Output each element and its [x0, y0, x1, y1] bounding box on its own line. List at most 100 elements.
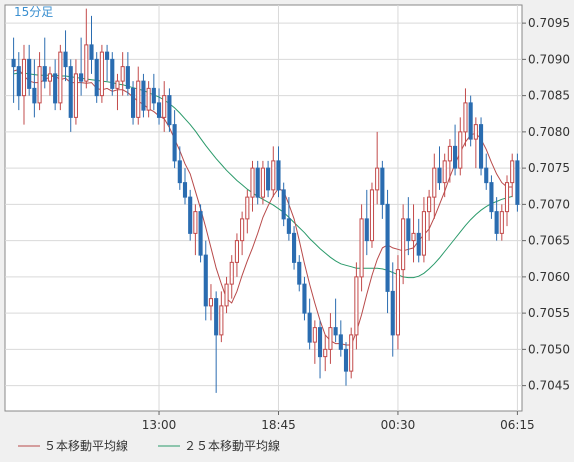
candle-up: [21, 58, 27, 97]
timeframe-label: 15分足: [14, 5, 53, 19]
candle-down: [203, 254, 208, 307]
candle-down: [198, 211, 203, 256]
candle-up: [208, 298, 214, 307]
candle-down: [453, 145, 458, 169]
legend: ５本移動平均線 ２５本移動平均線: [18, 438, 280, 453]
candle-down: [94, 58, 99, 97]
candle-down: [385, 203, 390, 292]
plot-area: [4, 4, 523, 412]
candle-down: [151, 87, 156, 104]
candle-down: [63, 51, 68, 68]
candle-up: [510, 160, 515, 184]
candle-down: [297, 261, 302, 285]
y-tick-label: 0.7095: [528, 16, 570, 30]
candle-up: [504, 182, 510, 213]
candle-up: [328, 327, 333, 350]
x-tick-label: 00:30: [381, 418, 416, 432]
candle-up: [193, 211, 198, 234]
candle-down: [380, 167, 385, 205]
candle-down: [437, 167, 442, 184]
candle-down: [177, 160, 182, 184]
candle-up: [427, 196, 432, 213]
candle-down: [27, 58, 32, 89]
y-tick-label: 0.7045: [528, 379, 570, 393]
candle-down: [281, 189, 286, 220]
y-tick-label: 0.7085: [528, 89, 570, 103]
candle-down: [32, 87, 37, 104]
candle-up: [245, 196, 250, 220]
candle-down: [416, 232, 421, 256]
y-axis-ticks: 0.7095 0.7090 0.7085 0.7080 0.7075 0.7070 0.70…: [522, 16, 570, 393]
x-axis-ticks: 13:00 18:45 00:30 06:15: [142, 411, 535, 432]
candle-down: [141, 80, 146, 111]
candles: [11, 8, 520, 393]
candle-down: [110, 58, 115, 89]
candle-up: [395, 269, 401, 336]
candle-down: [484, 167, 489, 184]
candle-up: [369, 189, 375, 242]
candle-up: [323, 348, 328, 358]
candle-up: [349, 334, 354, 372]
y-tick-label: 0.7050: [528, 342, 570, 356]
candle-down: [494, 211, 499, 234]
candle-up: [219, 305, 224, 336]
candle-down: [11, 58, 16, 68]
candle-up: [47, 73, 53, 82]
candle-down: [333, 327, 338, 336]
x-tick-label: 13:00: [142, 418, 177, 432]
candle-down: [364, 218, 369, 242]
candle-down: [276, 160, 281, 191]
legend-ma5-label: ５本移動平均線: [44, 438, 128, 453]
candle-up: [234, 240, 239, 263]
y-tick-label: 0.7080: [528, 125, 570, 139]
candle-down: [53, 73, 58, 104]
candle-down: [390, 290, 395, 336]
candle-down: [468, 102, 473, 140]
candle-up: [115, 80, 120, 89]
candle-down: [182, 182, 188, 198]
candle-up: [162, 95, 167, 118]
candle-down: [16, 66, 21, 97]
candle-down: [478, 124, 484, 169]
candle-up: [312, 327, 317, 343]
candle-up: [224, 283, 229, 307]
candle-down: [79, 73, 84, 82]
candle-up: [458, 131, 463, 169]
y-tick-label: 0.7075: [528, 161, 570, 175]
candle-down: [255, 167, 260, 198]
candle-up: [73, 73, 78, 118]
candle-down: [343, 348, 349, 372]
candle-down: [489, 182, 494, 213]
y-tick-label: 0.7090: [528, 52, 570, 66]
candle-down: [338, 334, 343, 350]
candle-up: [120, 66, 125, 82]
candle-up: [260, 167, 265, 198]
candle-down: [214, 298, 219, 336]
candle-down: [105, 51, 110, 60]
candle-down: [125, 66, 130, 89]
candle-down: [188, 196, 193, 234]
candle-up: [240, 218, 245, 242]
candle-down: [156, 102, 162, 118]
x-tick-label: 18:45: [261, 418, 296, 432]
candle-down: [317, 327, 323, 358]
candle-up: [229, 261, 234, 285]
candle-up: [146, 87, 151, 111]
candle-down: [302, 283, 307, 314]
candle-down: [292, 232, 297, 263]
candle-down: [89, 44, 94, 60]
candle-up: [250, 167, 255, 198]
candle-up: [375, 167, 380, 191]
candle-down: [68, 66, 73, 118]
y-tick-label: 0.7065: [528, 234, 570, 248]
candle-up: [37, 66, 42, 104]
candle-down: [42, 66, 47, 82]
candle-down: [307, 312, 312, 343]
candle-up: [447, 145, 452, 162]
candle-up: [99, 51, 104, 97]
candle-down: [266, 167, 271, 191]
x-tick-label: 06:15: [500, 418, 535, 432]
candle-down: [167, 95, 172, 126]
candle-down: [406, 218, 411, 242]
candle-up: [432, 167, 437, 198]
